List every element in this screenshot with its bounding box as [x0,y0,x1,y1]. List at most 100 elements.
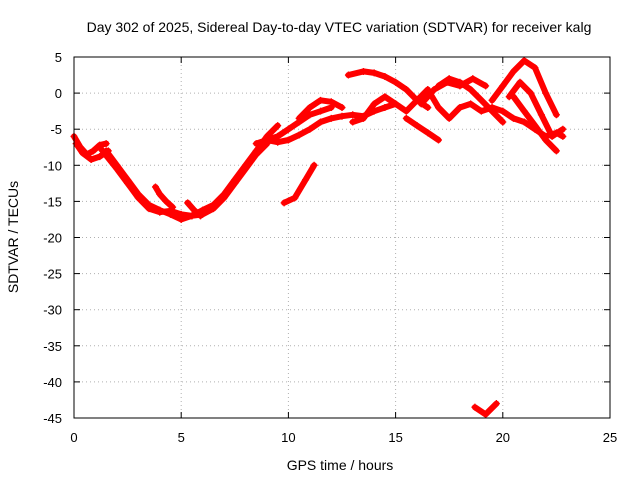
data-point [284,136,292,144]
series-arc-9 [295,96,346,122]
data-point [317,118,325,126]
data-point [151,183,159,191]
data-point [295,131,303,139]
data-point [184,199,192,207]
data-point [417,100,425,108]
data-point [520,57,528,65]
data-point [166,210,174,218]
data-point [559,132,567,140]
data-point [263,136,271,144]
series-arc-12 [349,85,567,140]
data-point [209,205,217,213]
series-line [281,162,318,206]
data-point [338,112,346,120]
data-point [96,153,104,161]
y-tick-labels: 5 0 -5 -10 -15 -20 -25 -30 -35 -40 -45 [43,50,62,426]
series-line [103,140,270,223]
data-point [284,125,292,133]
series-arc-5 [151,183,177,211]
data-point [190,206,198,214]
x-tick-label: 15 [388,430,402,445]
series-arc-13 [402,114,442,144]
series-line [152,184,176,211]
series-arc-10 [280,161,318,207]
data-point [306,104,314,112]
data-point [188,212,196,220]
data-point [370,100,378,108]
data-point [531,122,539,130]
y-tick-label: -45 [43,411,62,426]
series-line [418,75,489,107]
series-arc-15 [434,75,507,126]
data-point [359,114,367,122]
data-point [499,107,507,115]
data-point [445,75,453,83]
data-point [274,122,282,130]
data-point [302,176,310,184]
data-point [559,125,567,133]
chart-title: Day 302 of 2025, Sidereal Day-to-day VTE… [87,19,592,35]
data-traces [70,57,567,418]
data-point [392,100,400,108]
data-point [424,85,432,93]
x-tick-label: 10 [281,430,295,445]
data-point [499,118,507,126]
data-point [274,138,282,146]
data-point [252,150,260,158]
series-arc-8 [263,100,400,146]
data-point [542,136,550,144]
data-point [145,201,153,209]
data-point [291,194,299,202]
data-point [413,122,421,130]
data-point [327,114,335,122]
data-point [488,96,496,104]
data-point [252,140,260,148]
data-point [317,107,325,115]
y-tick-label: -40 [43,375,62,390]
data-point [87,156,95,164]
data-point [134,190,142,198]
data-point [162,197,170,205]
data-point [477,96,485,104]
series-line [506,79,566,140]
grid-lines [74,57,610,418]
data-point [537,111,545,119]
y-tick-label: 5 [55,50,62,65]
data-point [548,132,556,140]
data-point [424,129,432,137]
data-point [434,136,442,144]
y-tick-label: -20 [43,231,62,246]
data-point [456,78,464,86]
data-point [381,104,389,112]
series-arc-19 [471,400,500,418]
data-point [338,104,346,112]
data-point [113,161,121,169]
data-point [516,78,524,86]
series-arc-18 [510,93,560,155]
data-point [531,64,539,72]
data-point [306,125,314,133]
data-point [295,114,303,122]
data-point [89,147,97,155]
data-point [456,104,464,112]
y-tick-label: -10 [43,158,62,173]
data-point [499,82,507,90]
x-tick-label: 0 [70,430,77,445]
y-tick-label: -35 [43,339,62,354]
data-point [381,93,389,101]
data-point [413,96,421,104]
data-point [527,89,535,97]
y-tick-label: -5 [50,122,62,137]
data-point [96,143,104,151]
series-arc-16 [488,57,560,119]
data-point [280,199,288,207]
data-point [220,194,228,202]
data-point [552,111,560,119]
x-tick-labels: 0 5 10 15 20 25 [70,430,617,445]
data-point [488,107,496,115]
data-point [349,111,357,119]
y-tick-label: -15 [43,194,62,209]
data-point [471,403,479,411]
data-point [445,114,453,122]
data-point [402,114,410,122]
